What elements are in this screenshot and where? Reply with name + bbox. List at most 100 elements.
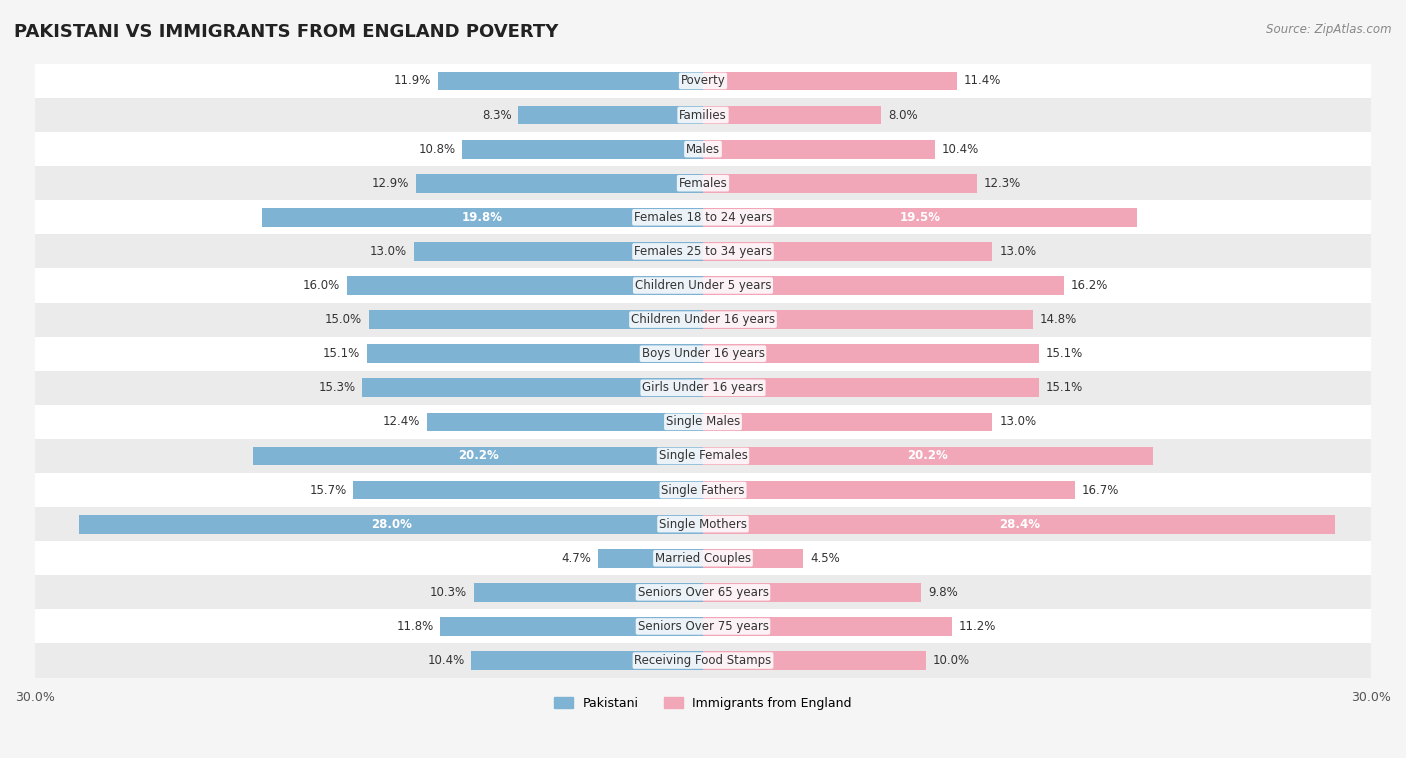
Text: Source: ZipAtlas.com: Source: ZipAtlas.com (1267, 23, 1392, 36)
Bar (35, 405, 1371, 439)
Text: 10.3%: 10.3% (430, 586, 467, 599)
Bar (703, 515, 1336, 534)
Bar (703, 310, 1032, 329)
Text: 8.0%: 8.0% (887, 108, 918, 121)
Text: 16.2%: 16.2% (1070, 279, 1108, 292)
Bar (35, 200, 1371, 234)
Text: 10.4%: 10.4% (427, 654, 465, 667)
Bar (35, 64, 1371, 98)
Bar (35, 439, 1371, 473)
Text: Girls Under 16 years: Girls Under 16 years (643, 381, 763, 394)
Bar (703, 549, 803, 568)
Text: PAKISTANI VS IMMIGRANTS FROM ENGLAND POVERTY: PAKISTANI VS IMMIGRANTS FROM ENGLAND POV… (14, 23, 558, 41)
Text: 15.0%: 15.0% (325, 313, 363, 326)
Bar (703, 617, 952, 636)
Text: Single Mothers: Single Mothers (659, 518, 747, 531)
Bar (35, 371, 1371, 405)
Bar (519, 105, 703, 124)
Bar (35, 302, 1371, 337)
Text: 15.1%: 15.1% (1046, 347, 1083, 360)
Bar (367, 344, 703, 363)
Text: 12.9%: 12.9% (371, 177, 409, 190)
Bar (35, 166, 1371, 200)
Text: 13.0%: 13.0% (370, 245, 406, 258)
Bar (35, 609, 1371, 644)
Text: 15.1%: 15.1% (323, 347, 360, 360)
Text: 12.4%: 12.4% (382, 415, 420, 428)
Bar (35, 132, 1371, 166)
Text: 16.0%: 16.0% (302, 279, 340, 292)
Text: Families: Families (679, 108, 727, 121)
Bar (463, 139, 703, 158)
Bar (262, 208, 703, 227)
Bar (703, 412, 993, 431)
Text: Males: Males (686, 143, 720, 155)
Text: 11.8%: 11.8% (396, 620, 433, 633)
Text: 11.2%: 11.2% (959, 620, 997, 633)
Bar (599, 549, 703, 568)
Bar (703, 481, 1076, 500)
Text: 8.3%: 8.3% (482, 108, 512, 121)
Text: Seniors Over 75 years: Seniors Over 75 years (637, 620, 769, 633)
Text: Receiving Food Stamps: Receiving Food Stamps (634, 654, 772, 667)
Bar (363, 378, 703, 397)
Text: Seniors Over 65 years: Seniors Over 65 years (637, 586, 769, 599)
Bar (703, 174, 977, 193)
Text: Boys Under 16 years: Boys Under 16 years (641, 347, 765, 360)
Bar (35, 268, 1371, 302)
Bar (416, 174, 703, 193)
Text: Children Under 16 years: Children Under 16 years (631, 313, 775, 326)
Text: 11.9%: 11.9% (394, 74, 432, 87)
Bar (35, 234, 1371, 268)
Text: Married Couples: Married Couples (655, 552, 751, 565)
Legend: Pakistani, Immigrants from England: Pakistani, Immigrants from England (548, 692, 858, 715)
Bar (703, 105, 882, 124)
Text: 28.0%: 28.0% (371, 518, 412, 531)
Text: 19.8%: 19.8% (463, 211, 503, 224)
Text: 19.5%: 19.5% (900, 211, 941, 224)
Text: 15.7%: 15.7% (309, 484, 347, 496)
Bar (471, 651, 703, 670)
Text: 13.0%: 13.0% (1000, 245, 1036, 258)
Bar (703, 242, 993, 261)
Text: 12.3%: 12.3% (984, 177, 1021, 190)
Text: Females 18 to 24 years: Females 18 to 24 years (634, 211, 772, 224)
Bar (703, 208, 1137, 227)
Bar (440, 617, 703, 636)
Bar (703, 344, 1039, 363)
Bar (427, 412, 703, 431)
Bar (35, 507, 1371, 541)
Text: 13.0%: 13.0% (1000, 415, 1036, 428)
Bar (35, 473, 1371, 507)
Text: 16.7%: 16.7% (1081, 484, 1119, 496)
Text: 10.4%: 10.4% (941, 143, 979, 155)
Text: 15.1%: 15.1% (1046, 381, 1083, 394)
Bar (703, 446, 1153, 465)
Bar (474, 583, 703, 602)
Bar (35, 644, 1371, 678)
Text: 14.8%: 14.8% (1039, 313, 1077, 326)
Bar (35, 575, 1371, 609)
Text: Single Fathers: Single Fathers (661, 484, 745, 496)
Text: Females: Females (679, 177, 727, 190)
Bar (353, 481, 703, 500)
Text: Poverty: Poverty (681, 74, 725, 87)
Text: 28.4%: 28.4% (998, 518, 1039, 531)
Bar (703, 583, 921, 602)
Text: 4.5%: 4.5% (810, 552, 839, 565)
Text: 20.2%: 20.2% (907, 449, 948, 462)
Text: 11.4%: 11.4% (963, 74, 1001, 87)
Text: 10.0%: 10.0% (932, 654, 970, 667)
Text: Females 25 to 34 years: Females 25 to 34 years (634, 245, 772, 258)
Text: 9.8%: 9.8% (928, 586, 957, 599)
Bar (253, 446, 703, 465)
Bar (703, 276, 1064, 295)
Bar (347, 276, 703, 295)
Text: Children Under 5 years: Children Under 5 years (634, 279, 772, 292)
Bar (703, 378, 1039, 397)
Bar (439, 71, 703, 90)
Bar (80, 515, 703, 534)
Bar (35, 541, 1371, 575)
Bar (368, 310, 703, 329)
Bar (703, 139, 935, 158)
